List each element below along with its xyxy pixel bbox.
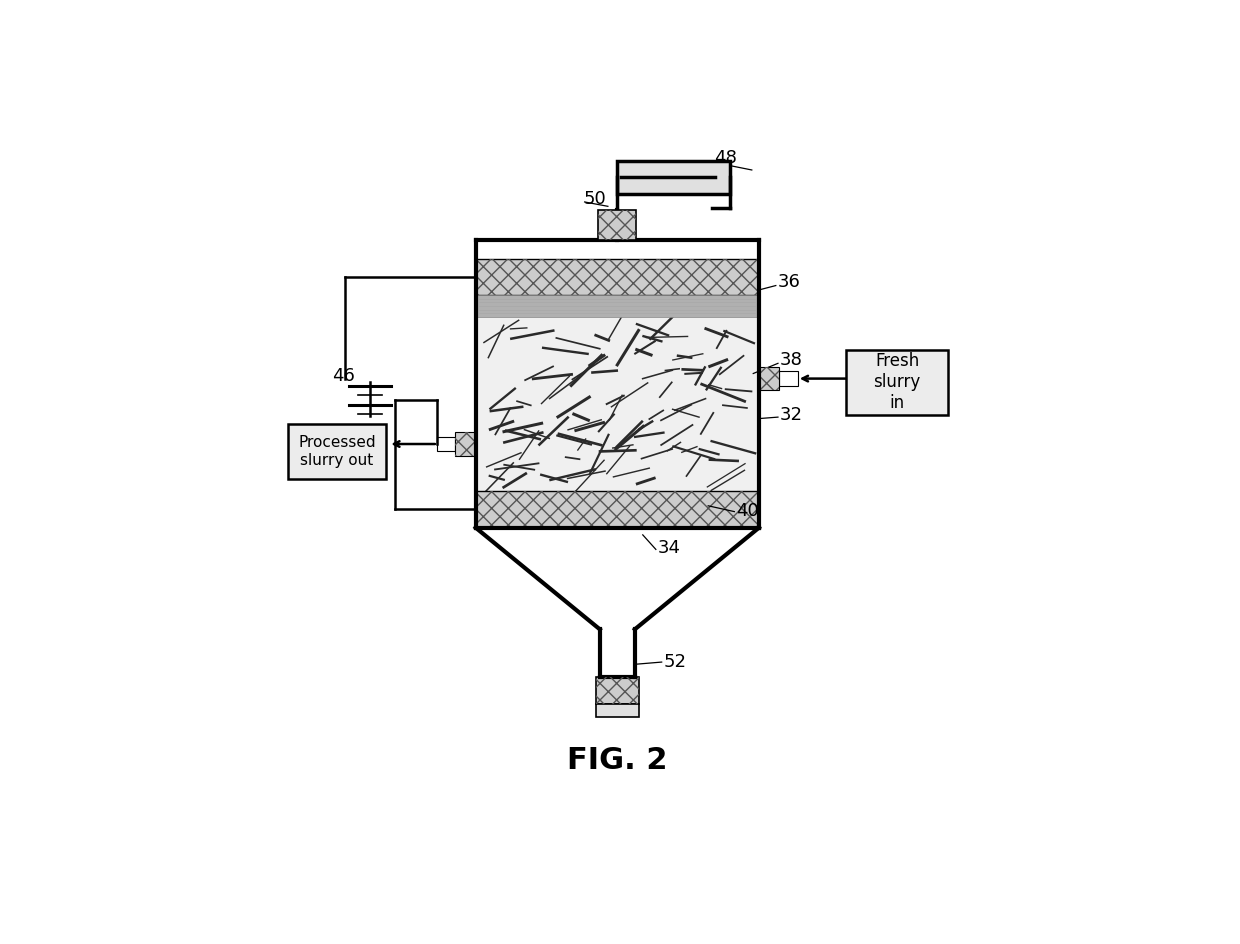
Bar (476, 295, 759, 317)
Text: 38: 38 (780, 351, 802, 369)
Bar (476, 491, 759, 528)
Text: 36: 36 (777, 273, 800, 291)
Bar (759, 367, 780, 390)
Bar (759, 367, 780, 390)
Bar (599, 210, 636, 241)
Bar (780, 371, 797, 386)
Bar (288, 425, 386, 479)
Bar (618, 160, 730, 194)
Bar (455, 432, 476, 456)
Bar (476, 491, 759, 528)
Bar (476, 259, 759, 295)
Text: 48: 48 (714, 149, 737, 167)
Text: 34: 34 (657, 539, 681, 557)
Text: FIG. 2: FIG. 2 (567, 746, 667, 775)
Bar (595, 677, 639, 704)
Text: 50: 50 (583, 190, 606, 208)
Text: Fresh
slurry
in: Fresh slurry in (873, 352, 921, 412)
Text: 40: 40 (735, 502, 759, 520)
Bar (846, 349, 949, 415)
Text: 52: 52 (663, 653, 686, 671)
Bar (476, 317, 759, 491)
Bar (436, 437, 455, 451)
Text: Processed
slurry out: Processed slurry out (299, 435, 376, 468)
Bar (476, 259, 759, 295)
Text: 32: 32 (780, 406, 802, 424)
Bar (595, 677, 639, 704)
Bar (599, 210, 636, 241)
Text: 46: 46 (331, 367, 355, 385)
Bar (595, 704, 639, 717)
Bar (455, 432, 476, 456)
